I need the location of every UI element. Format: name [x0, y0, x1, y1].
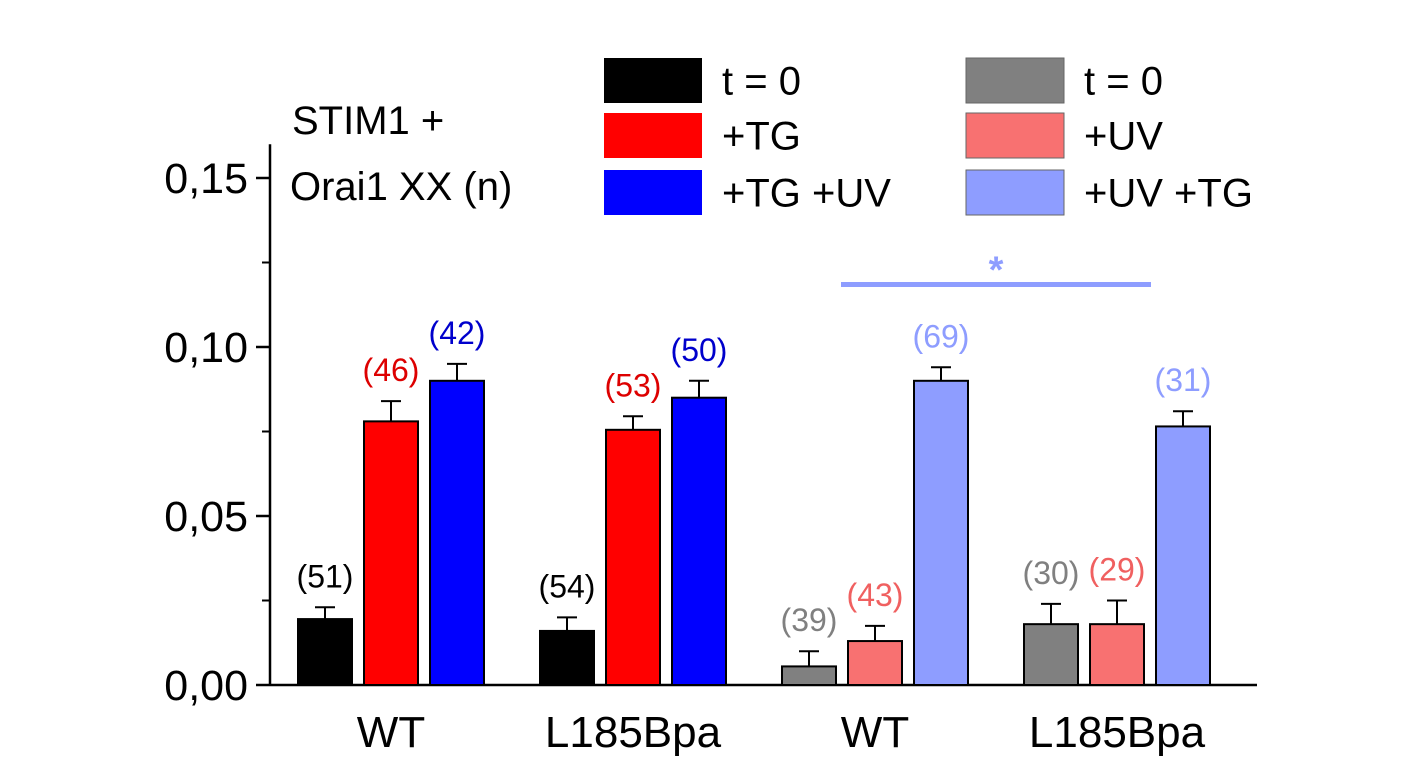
bar — [1155, 425, 1211, 686]
data-label: (31) — [1155, 362, 1212, 398]
legend-swatch — [965, 57, 1065, 104]
legend-swatch — [965, 112, 1065, 159]
chart-title: STIM1 + Orai1 XX (n) — [290, 99, 512, 209]
bar — [429, 379, 485, 686]
chart-title-line-1: STIM1 + — [292, 99, 444, 143]
y-tick-label: 0,05 — [164, 493, 248, 541]
significance-star: * — [989, 249, 1004, 291]
legend-swatch — [965, 169, 1065, 216]
bar — [847, 640, 903, 686]
x-tick-label: WT — [841, 708, 909, 757]
bar — [781, 665, 837, 686]
legend-swatch — [604, 58, 702, 103]
chart-title-line-2: Orai1 XX (n) — [290, 165, 512, 209]
data-label: (43) — [847, 577, 904, 613]
data-label: (69) — [913, 318, 970, 354]
axes: 0,00 0,05 0,10 0,15 WT L185Bpa WT L185Bpa — [164, 144, 1257, 757]
legend-label: +UV — [1084, 115, 1163, 159]
x-tick-label: L185Bpa — [1029, 708, 1206, 757]
legend-swatch — [604, 170, 702, 215]
bar — [1089, 623, 1145, 686]
y-tick-label: 0,15 — [164, 155, 248, 203]
bar — [1023, 623, 1079, 686]
data-label: (53) — [605, 367, 662, 403]
significance: * — [841, 249, 1151, 291]
y-tick-label: 0,10 — [164, 324, 248, 372]
bar — [363, 420, 419, 686]
x-tick-label: L185Bpa — [545, 708, 722, 757]
legend-label: +TG — [722, 115, 801, 159]
legend: t = 0 +TG +TG +UV t = 0 +UV +UV +TG — [604, 57, 1253, 216]
legend-label: t = 0 — [1084, 60, 1163, 104]
y-tick-label: 0,00 — [164, 662, 248, 710]
data-label: (54) — [539, 568, 596, 604]
data-label: (50) — [671, 332, 728, 368]
data-label: (46) — [363, 352, 420, 388]
data-labels: (51) (46)(42) (54) (53)(50) (39)(43) (69) (30)… — [297, 315, 1212, 638]
bars — [297, 362, 1211, 687]
data-label: (29) — [1089, 552, 1146, 588]
bar — [539, 629, 595, 686]
legend-label: t = 0 — [722, 60, 801, 104]
bar — [671, 396, 727, 686]
bar — [297, 618, 353, 687]
bar — [913, 379, 969, 686]
legend-swatch — [604, 113, 702, 158]
x-tick-label: WT — [357, 708, 425, 757]
data-label: (42) — [429, 315, 486, 351]
legend-label: +TG +UV — [722, 172, 891, 216]
data-label: (30) — [1023, 555, 1080, 591]
data-label: (51) — [297, 558, 354, 594]
bar — [605, 428, 661, 686]
legend-label: +UV +TG — [1084, 172, 1253, 216]
data-label: (39) — [781, 602, 838, 638]
